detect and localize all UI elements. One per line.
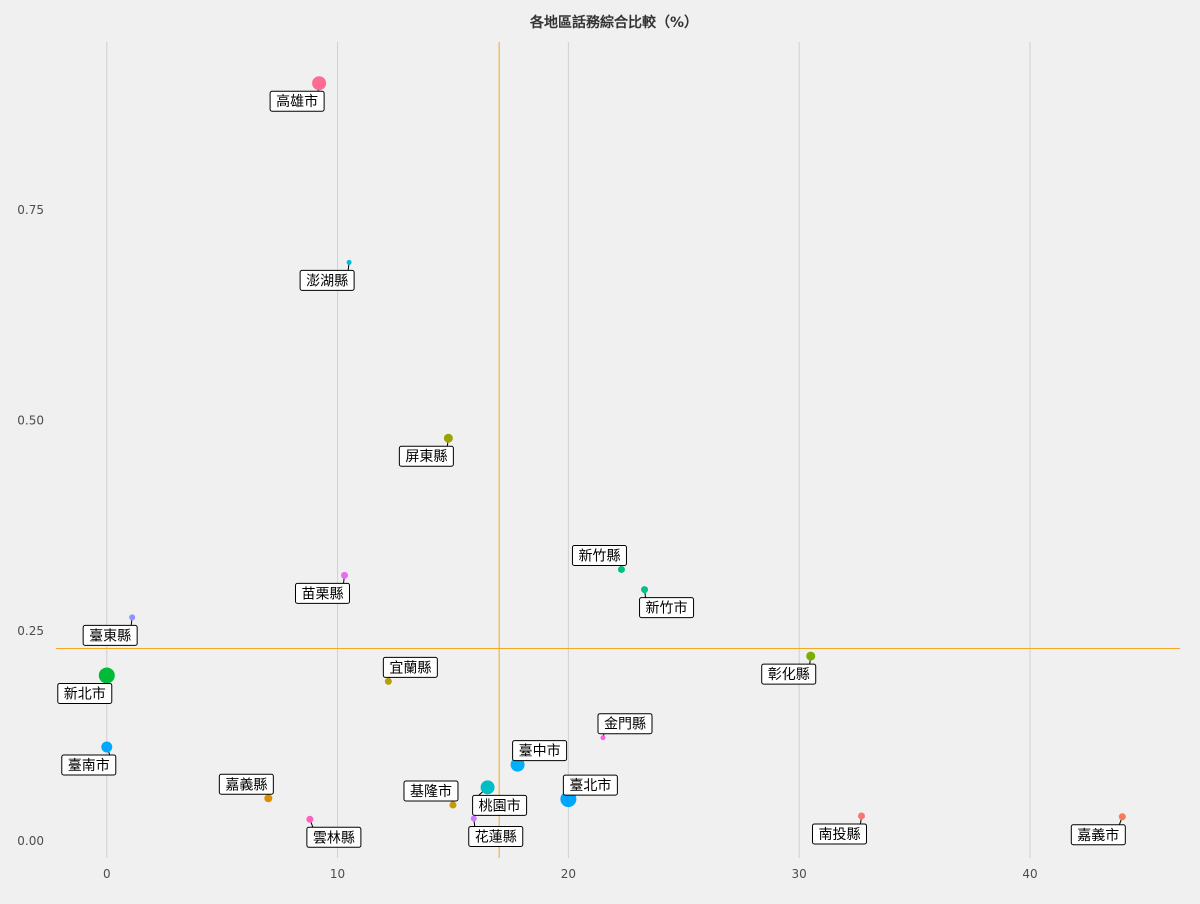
point-label-box bbox=[811, 823, 867, 845]
x-tick-label: 40 bbox=[1022, 867, 1037, 881]
point-label-box bbox=[382, 656, 438, 678]
point-label: 金門縣 bbox=[604, 717, 646, 733]
point-label: 雲林縣 bbox=[313, 830, 355, 846]
y-tick-label: 0.50 bbox=[17, 414, 44, 428]
data-point bbox=[264, 794, 273, 803]
point-label-box bbox=[472, 794, 528, 816]
data-point bbox=[341, 571, 349, 579]
point-label-box bbox=[571, 544, 627, 566]
point-label-box bbox=[403, 780, 459, 802]
y-tick-label: 0.25 bbox=[17, 624, 44, 638]
point-label: 臺東縣 bbox=[89, 628, 131, 644]
data-point bbox=[470, 815, 477, 822]
point-label-box bbox=[299, 269, 355, 291]
point-label: 臺北市 bbox=[569, 777, 611, 794]
point-label: 宜蘭縣 bbox=[389, 660, 431, 676]
data-point bbox=[384, 677, 392, 685]
data-point bbox=[129, 614, 136, 621]
point-label-box bbox=[61, 754, 117, 776]
chart-title: 各地區話務綜合比較（%） bbox=[529, 14, 698, 31]
point-label-box bbox=[562, 774, 618, 796]
data-point bbox=[101, 741, 113, 753]
point-label-box bbox=[295, 582, 351, 604]
point-label: 臺中市 bbox=[519, 743, 561, 760]
data-point bbox=[312, 76, 327, 91]
point-label: 嘉義市 bbox=[1077, 827, 1119, 844]
data-point bbox=[806, 651, 816, 661]
data-point bbox=[617, 565, 625, 573]
point-label: 新北市 bbox=[64, 685, 106, 702]
data-points bbox=[98, 76, 1126, 823]
data-point bbox=[600, 735, 606, 741]
data-point bbox=[857, 812, 865, 820]
reference-lines bbox=[56, 42, 1180, 858]
point-label-box bbox=[306, 826, 362, 848]
point-label-box bbox=[639, 597, 695, 619]
point-label-box bbox=[512, 740, 568, 762]
point-label: 嘉義縣 bbox=[225, 776, 267, 793]
point-label: 臺南市 bbox=[68, 757, 110, 774]
point-label: 南投縣 bbox=[818, 827, 860, 843]
point-label-box bbox=[597, 713, 653, 735]
point-label-box bbox=[1070, 824, 1126, 846]
point-label-box bbox=[269, 90, 325, 112]
point-label: 桃園市 bbox=[479, 797, 521, 814]
point-label-box bbox=[57, 682, 113, 704]
grid-layer bbox=[106, 42, 1031, 858]
data-point bbox=[641, 586, 649, 594]
data-point bbox=[449, 801, 457, 809]
point-label-box bbox=[468, 825, 524, 847]
point-label: 彰化縣 bbox=[768, 666, 810, 683]
point-label: 新竹市 bbox=[646, 600, 688, 617]
point-label-box bbox=[82, 624, 138, 646]
point-label: 澎湖縣 bbox=[306, 273, 348, 289]
point-label: 新竹縣 bbox=[578, 548, 620, 564]
point-label: 屏東縣 bbox=[405, 449, 447, 465]
x-tick-label: 30 bbox=[792, 867, 807, 881]
data-point bbox=[443, 433, 453, 443]
point-label-box bbox=[761, 663, 817, 685]
y-tick-label: 0.00 bbox=[17, 834, 44, 848]
point-label-box bbox=[398, 445, 454, 467]
data-point bbox=[346, 259, 352, 265]
data-point bbox=[306, 815, 314, 823]
point-label: 花蓮縣 bbox=[475, 829, 517, 845]
x-tick-label: 20 bbox=[561, 867, 576, 881]
data-point bbox=[98, 667, 115, 684]
x-tick-label: 0 bbox=[103, 867, 111, 881]
point-label: 高雄市 bbox=[276, 93, 318, 110]
axis-tick-labels: 0 10 20 30 40 0.00 0.25 0.50 0.75 bbox=[17, 203, 1037, 881]
point-label: 基隆市 bbox=[410, 783, 452, 800]
data-point bbox=[480, 780, 495, 795]
x-tick-label: 10 bbox=[330, 867, 345, 881]
data-point bbox=[1118, 813, 1126, 821]
y-tick-label: 0.75 bbox=[17, 203, 44, 217]
point-label: 苗栗縣 bbox=[302, 586, 344, 602]
point-label-box bbox=[218, 773, 274, 795]
